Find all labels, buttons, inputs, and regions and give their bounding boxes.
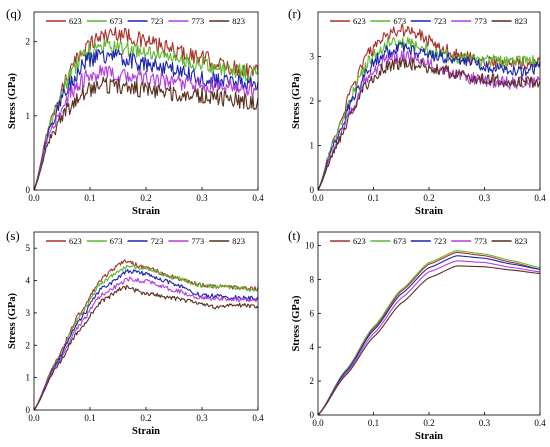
chart-panel-3: 0.0 0.1 0.2 0.3 0.4 0 2 4 6 8 10 Strain Stress (GPa)… [288,228,546,442]
y-axis-label: Stress (GPa) [7,292,18,349]
x-axis-label: Strain [415,431,443,442]
chart-panel-2: 0.0 0.1 0.2 0.3 0.4 0 1 2 3 4 5 Strain Stress (GPa) (… [6,228,264,437]
x-tick-label: 0.0 [312,418,324,428]
legend-label-723: 723 [151,16,164,26]
legend-label-673: 673 [110,16,123,26]
legend-label-623: 623 [69,16,82,26]
series-line-773 [317,260,541,416]
y-tick-label: 6 [310,308,315,318]
plot-frame [33,231,259,411]
series-line-623 [33,259,259,411]
y-tick-label: 1 [26,373,31,383]
x-tick-label: 0.2 [423,193,434,203]
y-tick-label: 3 [310,52,315,62]
series-line-823 [317,57,541,191]
y-tick-label: 1 [26,111,31,121]
legend-label-623: 623 [353,236,366,246]
y-tick-label: 0 [310,185,315,195]
x-tick-label: 0.2 [423,418,434,428]
x-tick-label: 0.3 [196,193,208,203]
series-line-773 [33,276,259,411]
legend-label-773: 773 [191,16,204,26]
series-line-723 [33,269,259,411]
legend-label-823: 823 [515,16,528,26]
x-tick-label: 0.3 [479,418,491,428]
x-axis-label: Strain [132,206,160,217]
series-line-623 [317,24,541,191]
x-tick-label: 0.3 [196,413,208,423]
legend-label-773: 773 [191,236,204,246]
series-line-823 [33,76,259,191]
x-tick-label: 0.4 [252,413,264,423]
x-tick-label: 0.1 [84,193,95,203]
series-line-623 [33,26,259,191]
y-tick-label: 5 [26,243,31,253]
series-line-673 [33,264,259,411]
x-tick-label: 0.3 [479,193,491,203]
series-line-723 [33,48,259,191]
x-axis-label: Strain [415,206,443,217]
series-line-673 [317,250,541,416]
legend-label-823: 823 [515,236,528,246]
y-axis-label: Stress (GPa) [291,72,302,129]
y-tick-label: 8 [310,274,315,284]
x-tick-label: 0.4 [252,193,264,203]
x-tick-label: 0.1 [84,413,95,423]
series-line-823 [317,265,541,416]
panel-label: (t) [288,228,300,243]
legend-label-723: 723 [434,236,447,246]
series-line-823 [33,285,259,411]
legend-label-723: 723 [434,16,447,26]
chart-panel-1: 0.0 0.1 0.2 0.3 0.4 0 1 2 3 Strain Stress (GPa) (r)… [288,6,546,217]
legend-label-823: 823 [232,16,245,26]
y-tick-label: 0 [26,185,31,195]
y-tick-label: 0 [310,410,315,420]
x-tick-label: 0.4 [534,193,546,203]
y-tick-label: 4 [26,276,31,286]
legend-label-773: 773 [474,16,487,26]
x-tick-label: 0.1 [368,418,379,428]
x-tick-label: 0.2 [140,193,151,203]
legend-label-823: 823 [232,236,245,246]
x-tick-label: 0.0 [28,413,40,423]
series-line-723 [317,42,541,191]
y-tick-label: 3 [26,308,31,318]
series-line-673 [33,39,259,191]
legend-label-723: 723 [151,236,164,246]
y-tick-label: 10 [305,241,315,251]
panel-label: (r) [288,6,301,21]
series-line-723 [317,255,541,416]
series-line-773 [33,64,259,191]
panel-label: (q) [6,6,21,21]
y-tick-label: 2 [310,96,315,106]
legend-label-673: 673 [393,16,406,26]
y-tick-label: 2 [26,37,31,47]
legend-label-623: 623 [69,236,82,246]
legend-label-773: 773 [474,236,487,246]
legend-label-673: 673 [110,236,123,246]
y-tick-label: 2 [26,340,31,350]
y-tick-label: 0 [26,405,31,415]
legend-label-623: 623 [353,16,366,26]
x-tick-label: 0.2 [140,413,151,423]
series-line-673 [317,36,541,191]
chart-panel-0: 0.0 0.1 0.2 0.3 0.4 0 1 2 Strain Stress (GPa) (q) 6… [6,6,264,217]
x-tick-label: 0.0 [28,193,40,203]
y-axis-label: Stress (GPa) [7,72,18,129]
x-tick-label: 0.1 [368,193,379,203]
series-line-623 [317,251,541,416]
x-tick-label: 0.0 [312,193,324,203]
legend-label-673: 673 [393,236,406,246]
series-line-773 [317,50,541,191]
y-tick-label: 2 [310,376,315,386]
x-tick-label: 0.4 [534,418,546,428]
y-tick-label: 4 [310,342,315,352]
y-tick-label: 1 [310,141,315,151]
y-axis-label: Stress (GPa) [291,295,302,352]
panel-label: (s) [6,228,20,243]
x-axis-label: Strain [132,426,160,437]
